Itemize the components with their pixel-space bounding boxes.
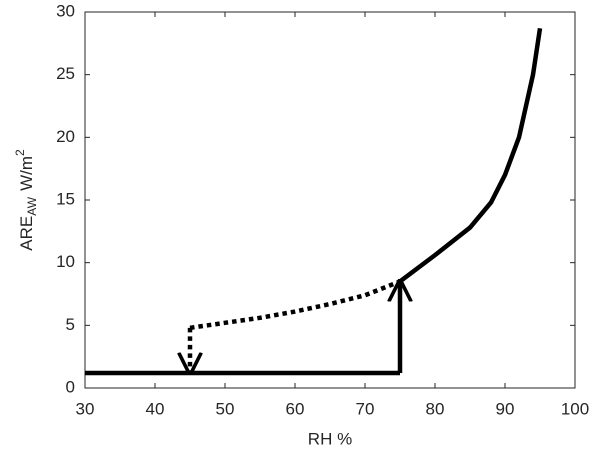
x-axis-label: RH %: [308, 429, 352, 448]
y-label-sub: AW: [25, 196, 39, 216]
y-tick-label: 30: [56, 1, 75, 20]
x-tick-label: 40: [146, 399, 165, 418]
x-tick-label: 60: [286, 399, 305, 418]
y-tick-label: 0: [66, 377, 75, 396]
y-label-unit: W/m: [17, 156, 36, 191]
y-tick-label: 25: [56, 64, 75, 83]
y-tick-label: 15: [56, 189, 75, 208]
y-tick-label: 10: [56, 252, 75, 271]
y-axis-label: AREAW W/m2: [13, 149, 39, 251]
y-tick-label: 20: [56, 127, 75, 146]
x-tick-label: 50: [216, 399, 235, 418]
data-line: [398, 27, 543, 284]
x-tick-label: 30: [76, 399, 95, 418]
data-line: [189, 279, 401, 331]
x-tick-label: 100: [561, 399, 589, 418]
y-label-sup: 2: [13, 149, 27, 156]
x-tick-label: 80: [426, 399, 445, 418]
x-tick-label: 70: [356, 399, 375, 418]
y-label-main: ARE: [17, 216, 36, 251]
x-tick-label: 90: [496, 399, 515, 418]
y-tick-label: 5: [66, 315, 75, 334]
plot-frame: [84, 11, 576, 389]
